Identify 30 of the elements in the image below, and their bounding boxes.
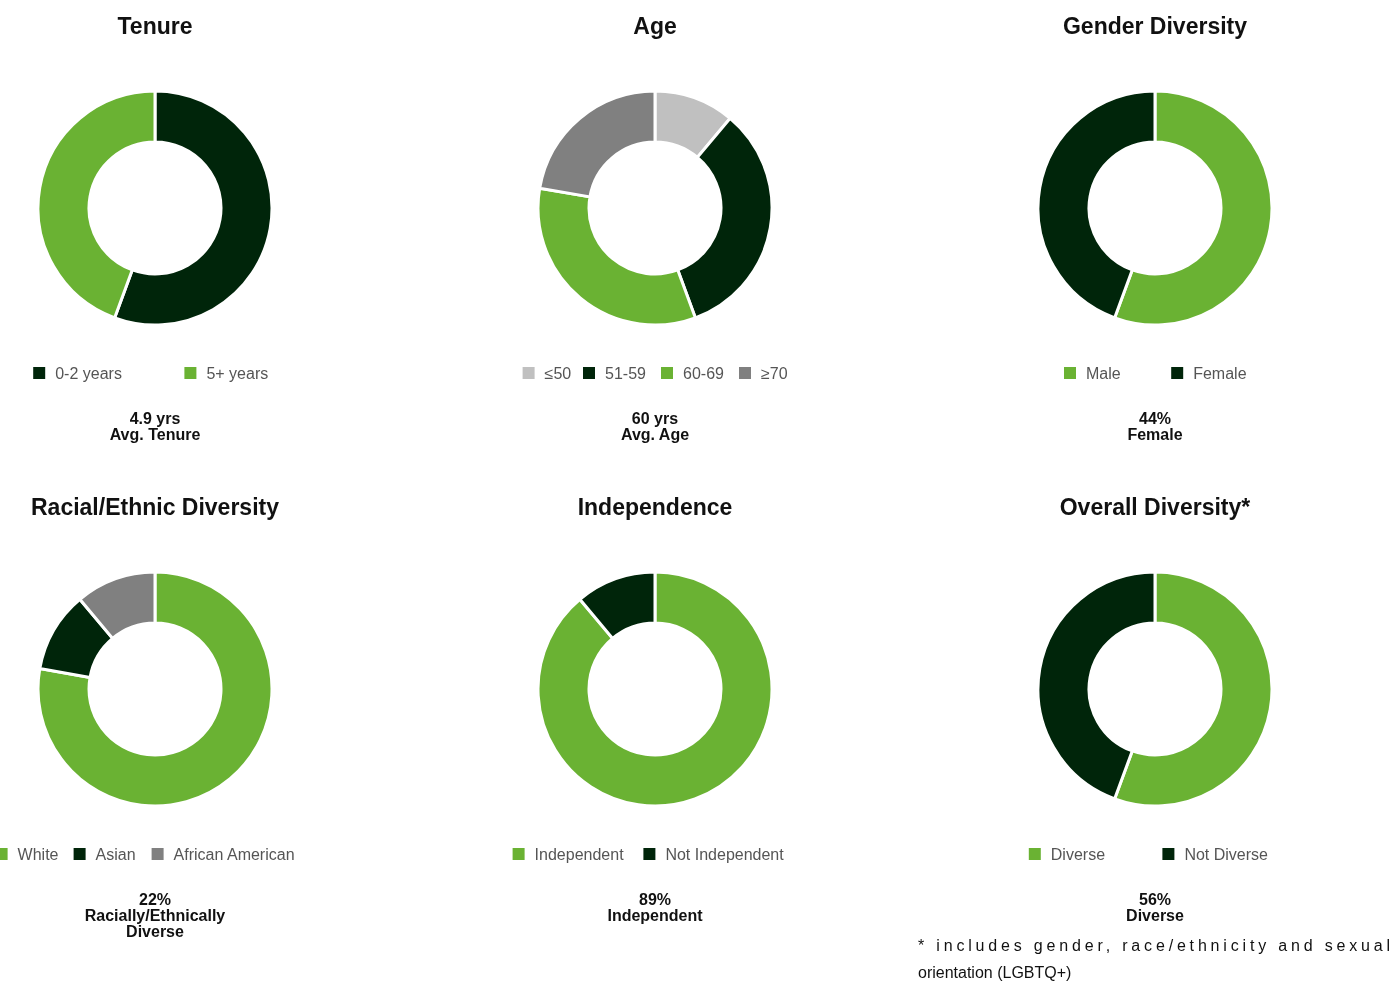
donut-slice	[536, 570, 774, 808]
text: 44% Female	[1127, 409, 1183, 443]
legend-label: African American	[173, 845, 295, 863]
chart-title: Tenure	[117, 13, 193, 40]
chart-title: Independence	[577, 494, 733, 521]
text: 56% Diverse	[1126, 890, 1185, 924]
chart-title: Gender Diversity	[1062, 13, 1248, 40]
legend-label: Female	[1193, 364, 1247, 382]
legend-label: 51-59	[605, 364, 647, 382]
text: 60 yrs Avg. Age	[620, 409, 690, 443]
legend-label: Male	[1086, 364, 1121, 382]
chart-title: Age	[633, 13, 677, 40]
donut-slice	[36, 570, 274, 808]
chart-title: Racial/Ethnic Diversity	[31, 494, 280, 521]
legend-label: Not Independent	[665, 845, 785, 863]
legend-label: Asian	[95, 845, 136, 863]
legend-label: 60-69	[683, 364, 725, 382]
chart-title: Overall Diversity*	[1059, 494, 1251, 521]
text: 4.9 yrs Avg. Tenure	[109, 409, 201, 443]
text: 22% Racially/Ethnically Diverse	[84, 890, 226, 940]
legend-label: White	[17, 845, 59, 863]
legend-label: Not Diverse	[1184, 845, 1269, 863]
legend-label: Diverse	[1050, 845, 1106, 863]
legend-label: 0-2 years	[55, 364, 122, 382]
text: * includes gender, race/ethnicity and sexual orientation (LGBTQ+)	[918, 936, 1390, 981]
legend-label: 5+ years	[206, 364, 269, 382]
text: 89% Independent	[607, 890, 704, 924]
legend-label: ≥70	[761, 364, 788, 382]
legend-label: Independent	[534, 845, 625, 863]
legend-label: ≤50	[544, 364, 572, 382]
